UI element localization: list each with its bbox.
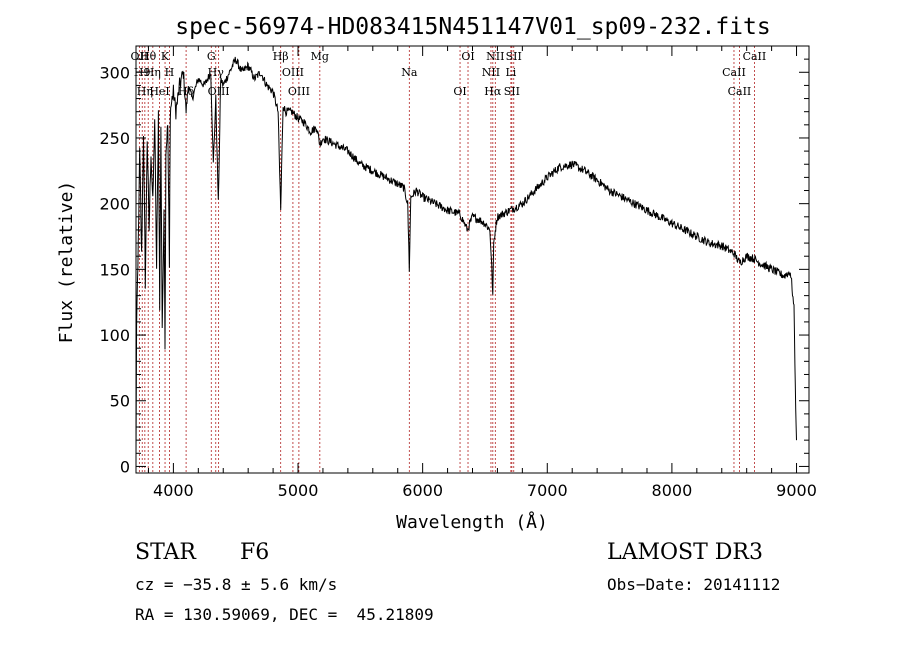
line-marker-label: OI [453, 85, 466, 98]
line-marker-label: Hθ [140, 50, 157, 63]
x-tick-label: 8000 [652, 481, 693, 500]
line-marker-label: H [165, 66, 175, 79]
line-marker-label: Hα [484, 85, 502, 98]
y-tick-label: 300 [99, 63, 130, 82]
line-marker-label: OIII [288, 85, 310, 98]
line-marker-label: OIII [282, 66, 304, 79]
x-axis-label: Wavelength (Å) [396, 511, 548, 533]
x-tick-label: 6000 [402, 481, 443, 500]
line-marker-label: Li [505, 66, 516, 79]
x-axis-ticks: 4000 5000 6000 7000 8000 9000 [147, 46, 817, 500]
y-tick-label: 200 [99, 195, 130, 214]
line-marker-label: NII [482, 66, 500, 79]
chart-title: spec-56974-HD083415N451147V01_sp09-232.f… [175, 14, 770, 40]
y-tick-label: 250 [99, 129, 130, 148]
y-tick-label: 50 [110, 392, 130, 411]
line-marker-label: Na [401, 66, 418, 79]
y-tick-label: 100 [99, 326, 130, 345]
coordinates: RA = 130.59069, DEC = 45.21809 [135, 605, 434, 624]
line-marker-label: G [207, 50, 216, 63]
line-marker-label: K [161, 50, 170, 63]
line-marker-label: NII [486, 50, 504, 63]
line-marker-label: OI [461, 50, 474, 63]
line-marker-label: OIII [208, 85, 230, 98]
survey-label: LAMOST DR3 [607, 540, 763, 565]
y-axis-label: Flux (relative) [56, 181, 77, 344]
class-label: STAR [135, 540, 196, 565]
x-tick-label: 4000 [153, 481, 194, 500]
line-marker-label: Hγ [208, 66, 225, 79]
x-tick-label: 5000 [278, 481, 319, 500]
line-marker-label: OII [131, 50, 149, 63]
flux-series-line [135, 56, 797, 458]
line-marker-label: Hβ [273, 50, 289, 63]
obs-date: Obs−Date: 20141112 [607, 575, 781, 594]
line-markers [138, 46, 755, 473]
y-tick-label: 150 [99, 260, 130, 279]
cz-value: cz = −35.8 ± 5.6 km/s [135, 575, 338, 594]
subclass-label: F6 [240, 540, 270, 565]
x-tick-label: 9000 [776, 481, 817, 500]
line-marker-label: Hη [137, 85, 153, 98]
line-marker-label: Hδ [178, 85, 195, 98]
line-marker-label: CaII [743, 50, 767, 63]
line-marker-label: Mg [311, 50, 329, 63]
line-marker-label: CaII [728, 85, 752, 98]
y-axis-ticks: 0 50 100 150 200 250 300 [99, 58, 809, 476]
line-marker-label: HeI [149, 85, 169, 98]
line-marker-label: CaII [722, 66, 746, 79]
plot-frame [135, 45, 810, 474]
line-marker-labels: OIIH9HηHθHηHeIKHHδGHγOIIIHβOIIIOIIIMgNaO… [131, 50, 767, 98]
y-tick-label: 0 [120, 457, 130, 476]
x-tick-label: 7000 [527, 481, 568, 500]
line-marker-label: SII [504, 85, 520, 98]
line-marker-label: Hη [145, 66, 161, 79]
line-marker-label: SII [506, 50, 522, 63]
